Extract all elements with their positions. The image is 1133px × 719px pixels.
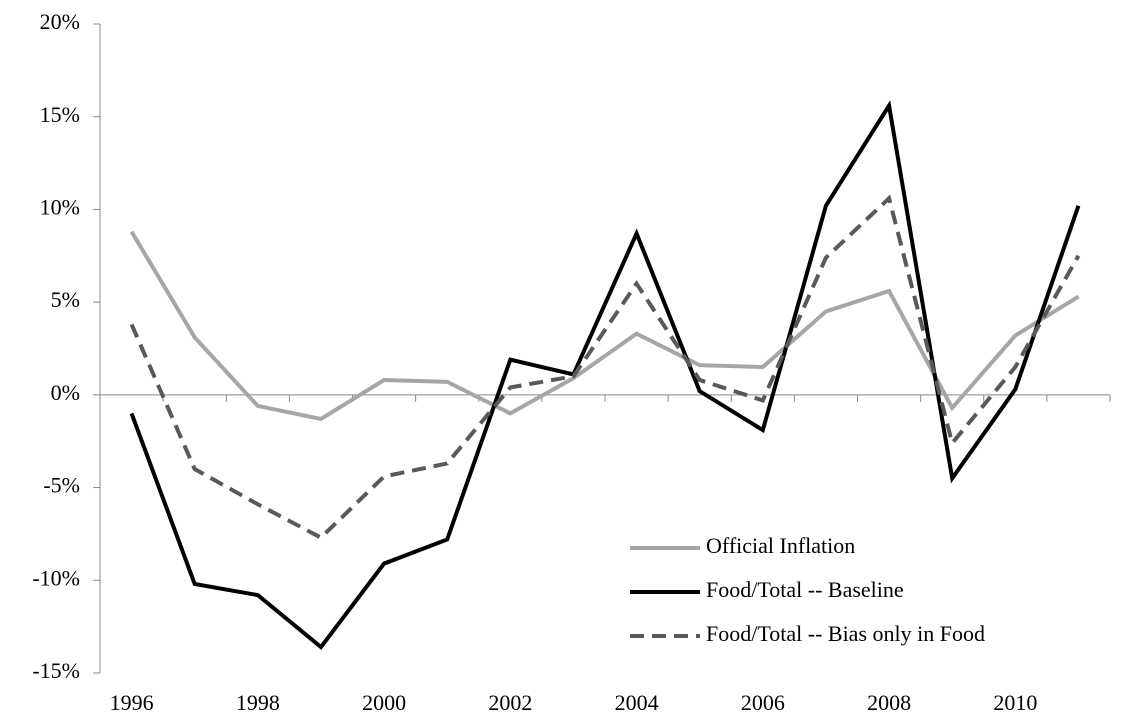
x-tick-label: 2010	[993, 690, 1037, 715]
x-tick-label: 1998	[236, 690, 280, 715]
series-line	[129, 194, 1081, 541]
legend-label: Food/Total -- Bias only in Food	[706, 621, 985, 646]
x-tick-label: 2004	[615, 690, 659, 715]
x-tick-label: 2006	[741, 690, 785, 715]
y-tick-label: -15%	[32, 658, 80, 683]
y-tick-label: 15%	[40, 102, 80, 127]
y-tick-label: 5%	[51, 287, 80, 312]
y-tick-label: -5%	[43, 473, 80, 498]
y-tick-label: 10%	[40, 194, 80, 219]
y-tick-label: 20%	[40, 9, 80, 34]
series-line	[129, 100, 1081, 650]
series-line	[129, 230, 1080, 422]
y-tick-label: 0%	[51, 380, 80, 405]
x-tick-label: 2000	[362, 690, 406, 715]
x-tick-label: 1996	[110, 690, 154, 715]
x-tick-label: 2008	[867, 690, 911, 715]
x-tick-label: 2002	[488, 690, 532, 715]
y-tick-label: -10%	[32, 565, 80, 590]
legend-label: Official Inflation	[706, 533, 855, 558]
legend-label: Food/Total -- Baseline	[706, 577, 904, 602]
